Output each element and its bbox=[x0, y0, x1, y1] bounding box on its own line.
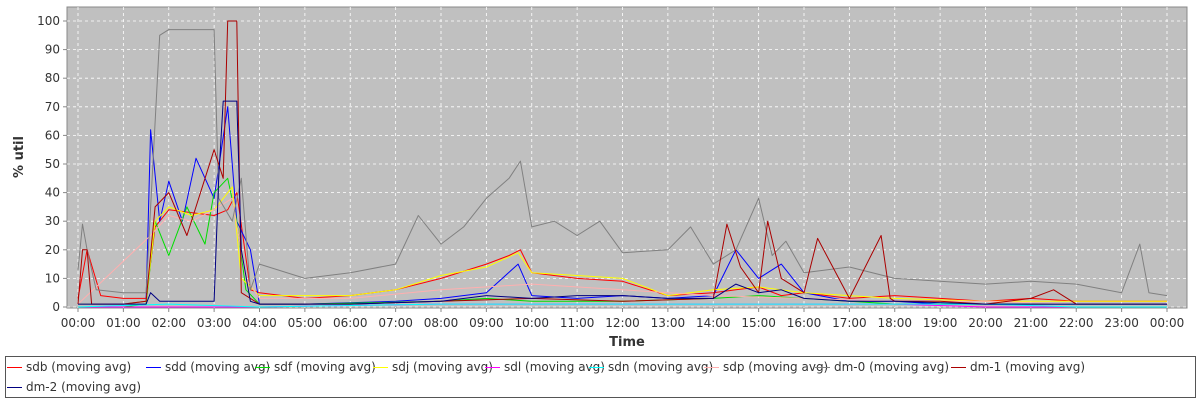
y-tick-label: 20 bbox=[45, 243, 60, 257]
legend-label: dm-2 (moving avg) bbox=[26, 380, 142, 394]
legend-item-sdn: sdn (moving avg) bbox=[589, 357, 713, 377]
y-tick-label: 30 bbox=[45, 214, 60, 228]
x-tick-label: 13:00 bbox=[651, 316, 686, 330]
series-line-dm-1 bbox=[77, 20, 1167, 305]
x-tick-label: 08:00 bbox=[424, 316, 459, 330]
x-tick-label: 23:00 bbox=[1104, 316, 1139, 330]
legend-swatch bbox=[485, 366, 500, 368]
legend-label: sdj (moving avg) bbox=[392, 360, 493, 374]
x-tick-label: 09:00 bbox=[469, 316, 504, 330]
legend-item-sdl: sdl (moving avg) bbox=[485, 357, 605, 377]
legend-swatch bbox=[815, 366, 830, 368]
x-axis: 00:00 01:00 02:00 03:00 04:00 05:00 06:00 07:00… bbox=[61, 308, 1185, 330]
legend-item-sdb: sdb (moving avg) bbox=[7, 357, 131, 377]
legend-label: sdd (moving avg) bbox=[165, 360, 271, 374]
legend-label: sdf (moving avg) bbox=[274, 360, 376, 374]
x-tick-label: 11:00 bbox=[560, 316, 595, 330]
x-tick-label: 20:00 bbox=[968, 316, 1003, 330]
x-tick-label: 00:00 bbox=[1150, 316, 1185, 330]
legend-item-sdj: sdj (moving avg) bbox=[373, 357, 493, 377]
y-axis: 0 10 20 30 40 50 60 70 80 90 100 bbox=[37, 14, 67, 314]
legend-label: sdn (moving avg) bbox=[608, 360, 714, 374]
series-line-dm-0 bbox=[77, 29, 1168, 297]
legend-label: dm-1 (moving avg) bbox=[970, 360, 1086, 374]
legend-label: sdb (moving avg) bbox=[26, 360, 132, 374]
x-tick-label: 21:00 bbox=[1014, 316, 1049, 330]
x-tick-label: 00:00 bbox=[61, 316, 96, 330]
x-tick-label: 22:00 bbox=[1059, 316, 1094, 330]
legend: sdb (moving avg) sdd (moving avg) sdf (mov… bbox=[5, 356, 1196, 398]
series-layer bbox=[77, 20, 1168, 308]
y-tick-label: 10 bbox=[45, 271, 60, 285]
x-tick-label: 15:00 bbox=[741, 316, 776, 330]
legend-swatch bbox=[7, 386, 22, 388]
y-tick-label: 0 bbox=[52, 300, 60, 314]
y-tick-label: 80 bbox=[45, 71, 60, 85]
legend-label: dm-0 (moving avg) bbox=[834, 360, 950, 374]
legend-swatch bbox=[951, 366, 966, 368]
series-line-sdb bbox=[77, 192, 1167, 302]
x-tick-label: 12:00 bbox=[605, 316, 640, 330]
legend-swatch bbox=[7, 366, 22, 368]
legend-swatch bbox=[704, 366, 719, 368]
y-tick-label: 100 bbox=[37, 14, 60, 28]
y-axis-title: % util bbox=[12, 136, 27, 178]
series-line-dm-2 bbox=[78, 100, 1167, 305]
legend-label: sdp (moving avg) bbox=[723, 360, 829, 374]
x-tick-label: 04:00 bbox=[242, 316, 277, 330]
x-tick-label: 07:00 bbox=[378, 316, 413, 330]
x-tick-label: 14:00 bbox=[696, 316, 731, 330]
legend-label: sdl (moving avg) bbox=[504, 360, 605, 374]
plot-background bbox=[66, 6, 1188, 309]
x-tick-label: 06:00 bbox=[333, 316, 368, 330]
y-tick-label: 50 bbox=[45, 157, 60, 171]
legend-swatch bbox=[255, 366, 270, 368]
legend-swatch bbox=[146, 366, 161, 368]
y-tick-label: 40 bbox=[45, 186, 60, 200]
legend-item-sdf: sdf (moving avg) bbox=[255, 357, 376, 377]
x-tick-label: 10:00 bbox=[514, 316, 549, 330]
y-tick-label: 60 bbox=[45, 128, 60, 142]
x-axis-title: Time bbox=[609, 335, 645, 350]
legend-item-dm-2: dm-2 (moving avg) bbox=[7, 377, 141, 397]
y-tick-label: 90 bbox=[45, 43, 60, 57]
x-tick-label: 19:00 bbox=[923, 316, 958, 330]
y-tick-label: 70 bbox=[45, 100, 60, 114]
x-tick-label: 05:00 bbox=[288, 316, 323, 330]
x-tick-label: 17:00 bbox=[832, 316, 867, 330]
x-tick-label: 18:00 bbox=[877, 316, 912, 330]
legend-item-dm-0: dm-0 (moving avg) bbox=[815, 357, 949, 377]
legend-item-dm-1: dm-1 (moving avg) bbox=[951, 357, 1085, 377]
x-tick-label: 01:00 bbox=[106, 316, 141, 330]
grid bbox=[67, 7, 1187, 308]
x-tick-label: 02:00 bbox=[151, 316, 186, 330]
legend-item-sdd: sdd (moving avg) bbox=[146, 357, 270, 377]
x-tick-label: 16:00 bbox=[787, 316, 822, 330]
legend-swatch bbox=[589, 366, 604, 368]
x-tick-label: 03:00 bbox=[197, 316, 232, 330]
legend-item-sdp: sdp (moving avg) bbox=[704, 357, 828, 377]
legend-swatch bbox=[373, 366, 388, 368]
